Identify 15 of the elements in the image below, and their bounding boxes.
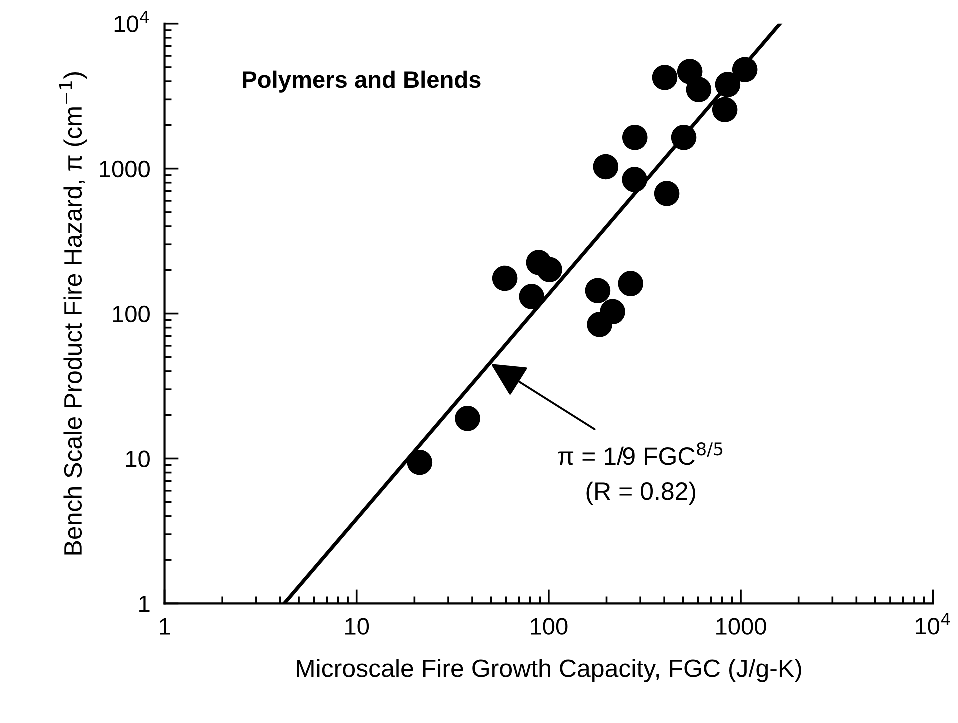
x-axis-title: Microscale Fire Growth Capacity, FGC (J/g-K) (297, 659, 802, 682)
x-tick-label: 100 (531, 618, 568, 635)
annotation: Polymers and Blends (243, 70, 481, 93)
x-tick-label: 1000 (716, 618, 766, 635)
x-tick-label: 10 (346, 618, 370, 635)
y-tick-label: 100 (113, 306, 150, 323)
x-tick-label: 10$^{4}$ (916, 613, 950, 635)
y-tick-label: 10 (126, 450, 150, 468)
y-tick-label: 1 (140, 596, 150, 612)
annotation: (R = 0.82) (586, 482, 696, 506)
y-tick-label: 10$^{4}$ (114, 11, 150, 32)
x-tick-label: 1 (160, 618, 170, 635)
annotation: π = 1/9 FGC$^{8/5}$ (558, 442, 723, 466)
y-axis-title: Bench Scale Product Fire Hazard, π (cm$^{−1}$) (60, 72, 88, 555)
y-tick-label: 1000 (100, 160, 150, 178)
